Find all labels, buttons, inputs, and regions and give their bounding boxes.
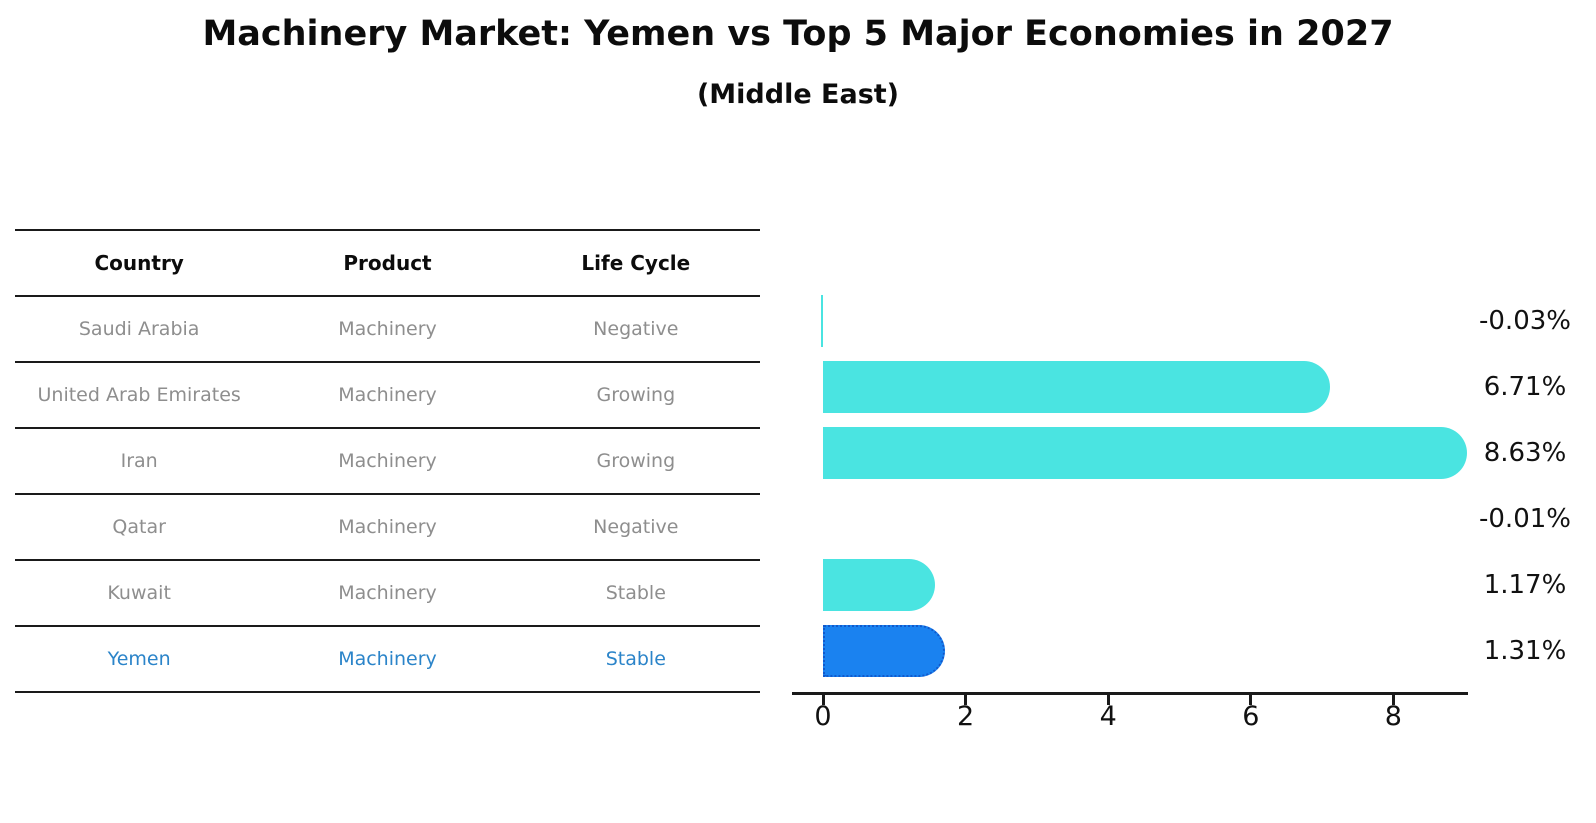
cell-life-cycle: Stable [605,582,666,604]
header-product: Product [343,251,432,275]
cell-life-cycle: Stable [605,648,666,670]
chart-subtitle: (Middle East) [696,79,900,110]
cell-product: Machinery [338,582,437,604]
value-label-saudi-arabia: -0.03% [1479,306,1571,336]
value-label-united-arab-emirates: 6.71% [1483,372,1567,402]
x-tick-label-2: 2 [957,701,975,732]
cell-product: Machinery [338,384,437,406]
x-tick-label-4: 4 [1099,701,1117,732]
x-tick-label-8: 8 [1384,701,1402,732]
header-life-cycle: Life Cycle [581,251,691,275]
x-tick-0 [821,695,825,705]
x-tick-8 [1391,695,1395,705]
x-tick-6 [1249,695,1253,705]
cell-product: Machinery [338,516,437,538]
bar-iran [823,427,1468,479]
cell-country: Kuwait [107,582,171,604]
chart-title: Machinery Market: Yemen vs Top 5 Major E… [202,14,1394,54]
value-label-kuwait: 1.17% [1483,570,1567,600]
cell-life-cycle: Growing [596,384,676,406]
cell-product: Machinery [338,318,437,340]
table-header-row: Country Product Life Cycle [15,231,760,297]
bar-yemen [823,625,946,677]
cell-product: Machinery [338,450,437,472]
cell-life-cycle: Negative [593,318,679,340]
table-row-yemen: Yemen Machinery Stable [15,627,760,693]
cell-country: Saudi Arabia [78,318,200,340]
table-row-saudi-arabia: Saudi Arabia Machinery Negative [15,297,760,363]
cell-country: Qatar [112,516,166,538]
bar-united-arab-emirates [823,361,1331,413]
bar-kuwait [823,559,936,611]
cell-life-cycle: Growing [596,450,676,472]
x-tick-label-0: 0 [814,701,832,732]
x-tick-2 [964,695,968,705]
value-label-qatar: -0.01% [1479,504,1571,534]
cell-life-cycle: Negative [593,516,679,538]
cell-country: Iran [120,450,158,472]
bar-saudi-arabia [820,295,823,347]
value-label-yemen: 1.31% [1483,636,1567,666]
table-row-qatar: Qatar Machinery Negative [15,495,760,561]
cell-product: Machinery [338,648,437,670]
header-country: Country [94,251,184,275]
x-tick-4 [1106,695,1110,705]
x-axis [792,692,1468,695]
value-label-iran: 8.63% [1483,438,1567,468]
table-row-iran: Iran Machinery Growing [15,429,760,495]
table-row-uae: United Arab Emirates Machinery Growing [15,363,760,429]
country-table: Country Product Life Cycle Saudi Arabia … [15,229,760,693]
cell-country: Yemen [107,648,171,670]
x-tick-label-6: 6 [1242,701,1260,732]
table-row-kuwait: Kuwait Machinery Stable [15,561,760,627]
cell-country: United Arab Emirates [37,384,241,406]
